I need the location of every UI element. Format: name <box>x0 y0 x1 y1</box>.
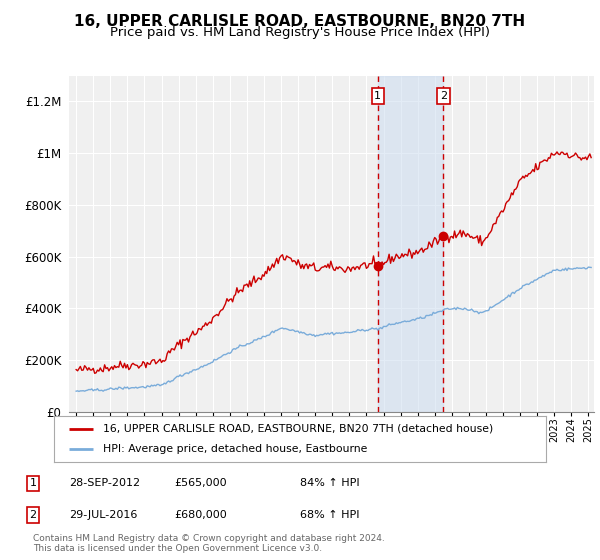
Text: 29-JUL-2016: 29-JUL-2016 <box>69 510 137 520</box>
Bar <box>378 76 443 412</box>
Text: 1: 1 <box>29 478 37 488</box>
Text: 2: 2 <box>440 91 447 101</box>
Text: Price paid vs. HM Land Registry's House Price Index (HPI): Price paid vs. HM Land Registry's House … <box>110 26 490 39</box>
Text: £565,000: £565,000 <box>174 478 227 488</box>
Text: 1: 1 <box>374 91 382 101</box>
Text: 16, UPPER CARLISLE ROAD, EASTBOURNE, BN20 7TH (detached house): 16, UPPER CARLISLE ROAD, EASTBOURNE, BN2… <box>103 424 493 434</box>
Text: 16, UPPER CARLISLE ROAD, EASTBOURNE, BN20 7TH: 16, UPPER CARLISLE ROAD, EASTBOURNE, BN2… <box>74 14 526 29</box>
Text: 84% ↑ HPI: 84% ↑ HPI <box>300 478 359 488</box>
Text: £680,000: £680,000 <box>174 510 227 520</box>
Text: Contains HM Land Registry data © Crown copyright and database right 2024.
This d: Contains HM Land Registry data © Crown c… <box>33 534 385 553</box>
Text: 2: 2 <box>29 510 37 520</box>
Text: HPI: Average price, detached house, Eastbourne: HPI: Average price, detached house, East… <box>103 444 368 454</box>
Text: 28-SEP-2012: 28-SEP-2012 <box>69 478 140 488</box>
Text: 68% ↑ HPI: 68% ↑ HPI <box>300 510 359 520</box>
